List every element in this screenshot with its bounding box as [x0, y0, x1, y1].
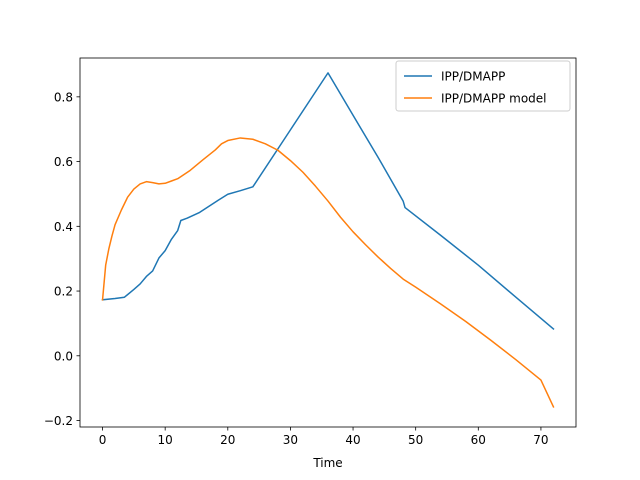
y-tick-label: −0.2	[44, 414, 73, 428]
x-tick-label: 30	[283, 433, 298, 447]
x-tick-label: 0	[99, 433, 107, 447]
series-layer	[101, 72, 555, 408]
x-tick-label: 70	[533, 433, 548, 447]
series-line-ipp-dmapp-model	[101, 137, 555, 408]
series-line-ipp-dmapp	[101, 72, 555, 330]
legend-box	[395, 60, 571, 112]
x-tick-label: 10	[158, 433, 173, 447]
x-tick-label: 60	[471, 433, 486, 447]
legend: IPP/DMAPP IPP/DMAPP model	[395, 60, 571, 112]
x-tick-label: 40	[345, 433, 360, 447]
y-tick-label: 0.6	[54, 155, 73, 169]
y-tick-label: 0.8	[54, 90, 73, 104]
y-tick-label: 0.4	[54, 220, 73, 234]
y-tick-label: 0.2	[54, 285, 73, 299]
y-tick-label: 0.0	[54, 349, 73, 363]
x-axis-label: Time	[312, 456, 342, 470]
axes: 0 10 20 30 40 50 60 70 −0.2 0.0 0.2 0.4 0.6 0.8	[44, 57, 577, 447]
legend-label-ipp-dmapp-model: IPP/DMAPP model	[441, 92, 547, 106]
legend-label-ipp-dmapp: IPP/DMAPP	[441, 70, 505, 84]
plot-frame	[79, 57, 577, 428]
x-tick-label: 20	[220, 433, 235, 447]
x-tick-label: 50	[408, 433, 423, 447]
